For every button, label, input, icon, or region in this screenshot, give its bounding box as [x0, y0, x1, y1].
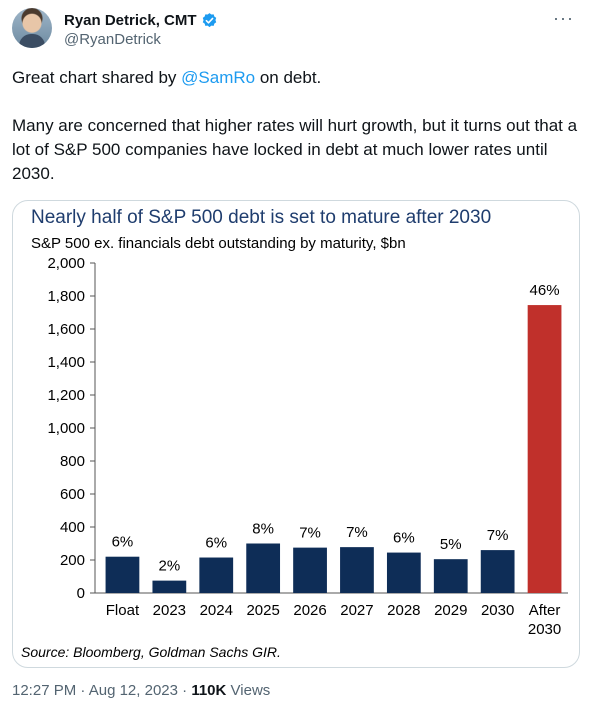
views-count: 110K — [191, 682, 227, 699]
x-tick-label: Float — [106, 602, 140, 619]
chart-source: Source: Bloomberg, Goldman Sachs GIR. — [21, 644, 281, 660]
bar — [386, 552, 421, 593]
bar-data-label: 5% — [440, 536, 462, 553]
bar-data-label: 6% — [393, 530, 415, 547]
x-tick-label: 2028 — [387, 602, 420, 619]
tweet-header: Ryan Detrick, CMT @RyanDetrick ··· — [12, 6, 578, 58]
bar — [480, 550, 515, 593]
author-handle[interactable]: @RyanDetrick — [64, 31, 161, 48]
y-tick-label: 200 — [60, 552, 85, 569]
y-tick-label: 1,200 — [47, 387, 85, 404]
y-tick-label: 1,400 — [47, 354, 85, 371]
x-tick-label: 2024 — [200, 602, 233, 619]
chart-title: Nearly half of S&P 500 debt is set to ma… — [31, 207, 491, 228]
bar — [293, 547, 327, 593]
y-tick-label: 2,000 — [47, 255, 85, 272]
bar — [527, 305, 562, 593]
y-tick-label: 1,800 — [47, 288, 85, 305]
bar — [246, 543, 281, 593]
x-tick-label: 2029 — [434, 602, 467, 619]
tweet-time[interactable]: 12:27 PM — [12, 682, 77, 699]
bar — [199, 557, 234, 593]
chart-subtitle: S&P 500 ex. financials debt outstanding … — [31, 235, 406, 252]
y-tick-label: 0 — [77, 585, 85, 602]
x-tick-label: 2026 — [293, 602, 326, 619]
y-tick-label: 800 — [60, 453, 85, 470]
tweet-paragraph-1: Great chart shared by @SamRo on debt. — [12, 68, 322, 87]
bar-data-label: 6% — [205, 535, 227, 552]
debt-maturity-chart: Nearly half of S&P 500 debt is set to ma… — [21, 207, 568, 660]
y-tick-label: 1,000 — [47, 420, 85, 437]
author-display-name[interactable]: Ryan Detrick, CMT — [64, 11, 197, 29]
x-tick-label: After 2030 — [528, 602, 561, 638]
bar — [152, 580, 187, 593]
bar-data-label: 7% — [299, 525, 321, 542]
more-options-icon[interactable]: ··· — [553, 8, 574, 28]
media-card[interactable]: Nearly half of S&P 500 debt is set to ma… — [12, 200, 580, 668]
verified-badge-icon — [202, 12, 216, 27]
views-label: Views — [230, 682, 271, 699]
tweet-text: Great chart shared by @SamRo on debt. Ma… — [12, 66, 578, 186]
tweet-meta: 12:27 PM · Aug 12, 2023 · 110K Views — [12, 682, 271, 699]
tweet-paragraph-2: Many are concerned that higher rates wil… — [12, 116, 578, 183]
x-tick-label: 2023 — [153, 602, 186, 619]
author-name-row[interactable]: Ryan Detrick, CMT — [64, 10, 218, 30]
y-tick-label: 400 — [60, 519, 85, 536]
bar-data-label: 2% — [159, 558, 181, 575]
x-tick-label: 2030 — [481, 602, 514, 619]
bar-data-label: 7% — [487, 527, 509, 544]
bar — [433, 559, 468, 593]
avatar[interactable] — [12, 8, 52, 48]
y-tick-label: 1,600 — [47, 321, 85, 338]
bar — [340, 547, 374, 593]
bar-data-label: 8% — [252, 521, 274, 538]
bar-data-label: 6% — [112, 534, 134, 551]
bar-data-label: 7% — [346, 524, 368, 541]
x-tick-label: 2025 — [246, 602, 279, 619]
bar — [105, 556, 140, 593]
bar-data-label: 46% — [530, 282, 560, 299]
y-tick-label: 600 — [60, 486, 85, 503]
tweet-date[interactable]: Aug 12, 2023 — [88, 682, 178, 699]
x-tick-label: 2027 — [340, 602, 373, 619]
mention-link[interactable]: @SamRo — [181, 68, 256, 87]
